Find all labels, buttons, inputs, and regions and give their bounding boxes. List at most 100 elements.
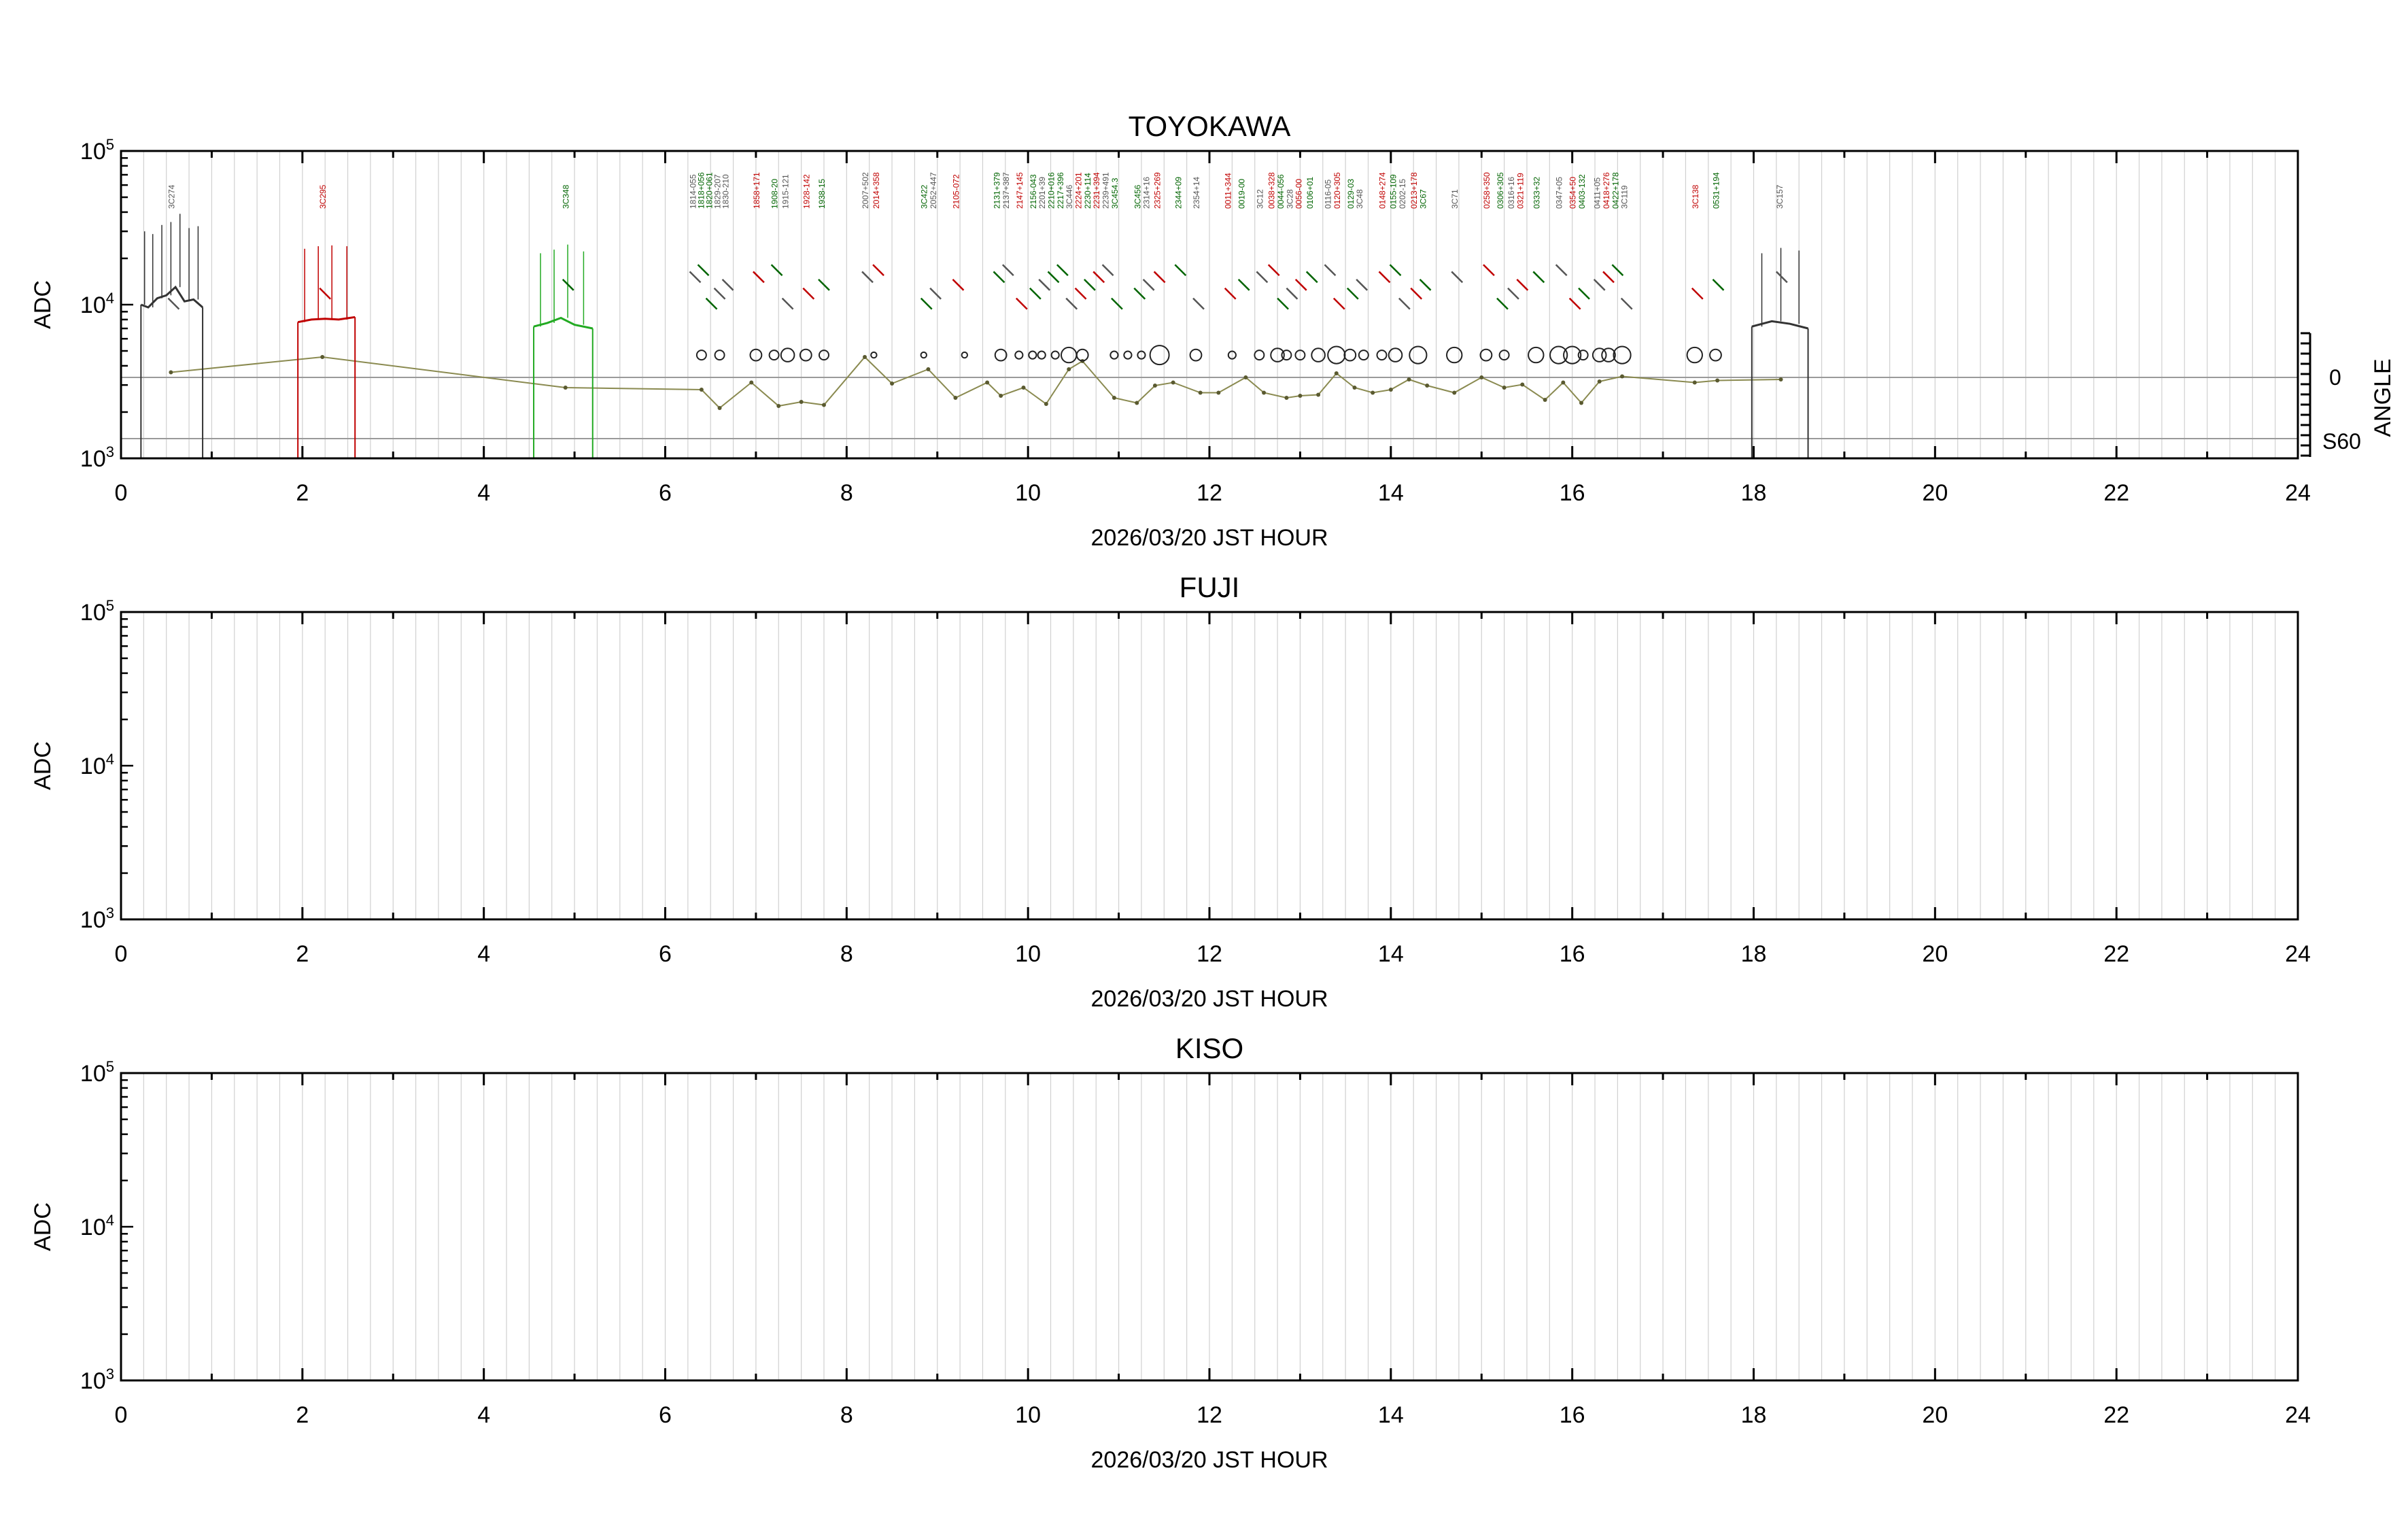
source-label: 2231+394 [1092, 172, 1101, 209]
source-circle [1028, 350, 1037, 360]
x-tick-label: 14 [1378, 1402, 1404, 1428]
transit-trace [1192, 297, 1205, 310]
x-tick-label: 24 [2285, 480, 2311, 506]
source-circle [1577, 350, 1589, 361]
y-tick-base: 10 [80, 753, 106, 779]
transit-trace [1001, 264, 1014, 277]
x-tick-label: 22 [2103, 941, 2129, 967]
transit-trace [1410, 287, 1423, 300]
source-circle [749, 348, 763, 362]
angle-track-point [320, 355, 325, 359]
transit-trace [1153, 271, 1166, 284]
transit-trace [920, 297, 933, 310]
source-label: 2201+39 [1037, 177, 1047, 209]
x-tick-label: 20 [1922, 1402, 1948, 1428]
source-circle [1137, 350, 1146, 360]
x-tick-label: 6 [659, 941, 672, 967]
source-circle [1343, 348, 1357, 362]
transit-trace [562, 278, 574, 291]
angle-track-point [1243, 375, 1248, 379]
transit-trace [1093, 271, 1105, 284]
source-label: 3C274 [167, 184, 176, 209]
transit-trace [1483, 264, 1495, 277]
transit-trace [1578, 287, 1590, 300]
panel-toyokawa: 3C274 3C295 3C348 1814-0551818+0561820+0611… [30, 110, 2396, 551]
source-label: 0321+119 [1515, 173, 1525, 209]
transit-trace [1516, 278, 1529, 291]
angle-track-point [1171, 380, 1175, 385]
angle-track-point [1407, 377, 1411, 381]
x-tick-label: 12 [1197, 1402, 1222, 1428]
y-tick-base: 10 [80, 907, 106, 933]
angle-track-point [953, 396, 958, 400]
transit-trace [1356, 278, 1369, 291]
transit-trace [1056, 264, 1069, 277]
transit-trace [802, 287, 815, 300]
y-axis-label: ADC [30, 1202, 56, 1251]
source-label: 3C295 [318, 184, 328, 209]
source-circle [818, 350, 829, 361]
source-label: 0202-15 [1398, 179, 1407, 209]
angle-track-point [985, 380, 990, 385]
transit-trace [993, 271, 1005, 284]
angle-track-point [1198, 390, 1203, 395]
panel-title: FUJI [1180, 571, 1240, 603]
x-axis-label: 2026/03/20 JST HOUR [1091, 1447, 1328, 1473]
source-label: 3C138 [1691, 184, 1700, 209]
angle-track-point [1152, 384, 1157, 388]
source-label: 1829-207 [713, 174, 723, 209]
x-ticks [120, 151, 2299, 458]
angle-track-point [1334, 371, 1339, 375]
source-label: 3C454.3 [1110, 177, 1120, 209]
y-tick-base: 10 [80, 446, 106, 472]
source-circle [1270, 347, 1285, 362]
source-circle [1549, 345, 1568, 364]
transit-trace [1691, 287, 1704, 300]
transit-trace [929, 287, 942, 300]
source-label: 3C446 [1065, 184, 1074, 209]
angle-track-point [999, 394, 1003, 398]
x-tick-label: 24 [2285, 941, 2311, 967]
transit-trace [1294, 278, 1307, 291]
y-tick-exponent: 5 [106, 1058, 114, 1075]
x-tick-label: 6 [659, 1402, 672, 1428]
source-circle [1686, 346, 1703, 364]
source-label: 1915-121 [781, 174, 791, 209]
source-circle [1311, 347, 1326, 362]
source-circle [961, 351, 968, 359]
angle-track-point [1715, 378, 1720, 383]
x-tick-label: 16 [1560, 1402, 1585, 1428]
transit-trace [1620, 297, 1633, 310]
y-tick-base: 10 [80, 139, 106, 165]
angle-track-point [1479, 375, 1484, 379]
y-tick-exponent: 3 [106, 443, 114, 460]
source-label: 2147+145 [1015, 172, 1025, 209]
transit-trace [1277, 297, 1289, 310]
source-label: 1938-15 [817, 179, 827, 209]
x-tick-label: 6 [659, 480, 672, 506]
source-label: 1908-20 [770, 179, 780, 209]
source-circle [1050, 350, 1060, 360]
transit-trace [1324, 264, 1337, 277]
transit-trace [1305, 271, 1318, 284]
transit-trace [1029, 287, 1042, 300]
source-circle [1498, 350, 1510, 361]
source-circle [1446, 346, 1463, 364]
transit-trace [1267, 264, 1280, 277]
x-tick-label: 4 [477, 480, 490, 506]
source-label: 0354+50 [1568, 177, 1578, 209]
x-tick-label: 18 [1741, 480, 1767, 506]
source-label: 2014+358 [872, 172, 881, 209]
source-label: 0418+276 [1602, 172, 1611, 209]
adc-series-line [533, 316, 594, 330]
transit-trace [1378, 271, 1391, 284]
source-circle [1149, 345, 1170, 366]
angle-track-point [1316, 392, 1321, 397]
source-label: 2156-043 [1029, 174, 1038, 209]
x-axis-label: 2026/03/20 JST HOUR [1091, 986, 1328, 1012]
x-tick-label: 10 [1015, 480, 1041, 506]
y-tick-exponent: 4 [106, 290, 114, 307]
y-tick-base: 10 [80, 1061, 106, 1087]
transit-trace [319, 287, 332, 300]
